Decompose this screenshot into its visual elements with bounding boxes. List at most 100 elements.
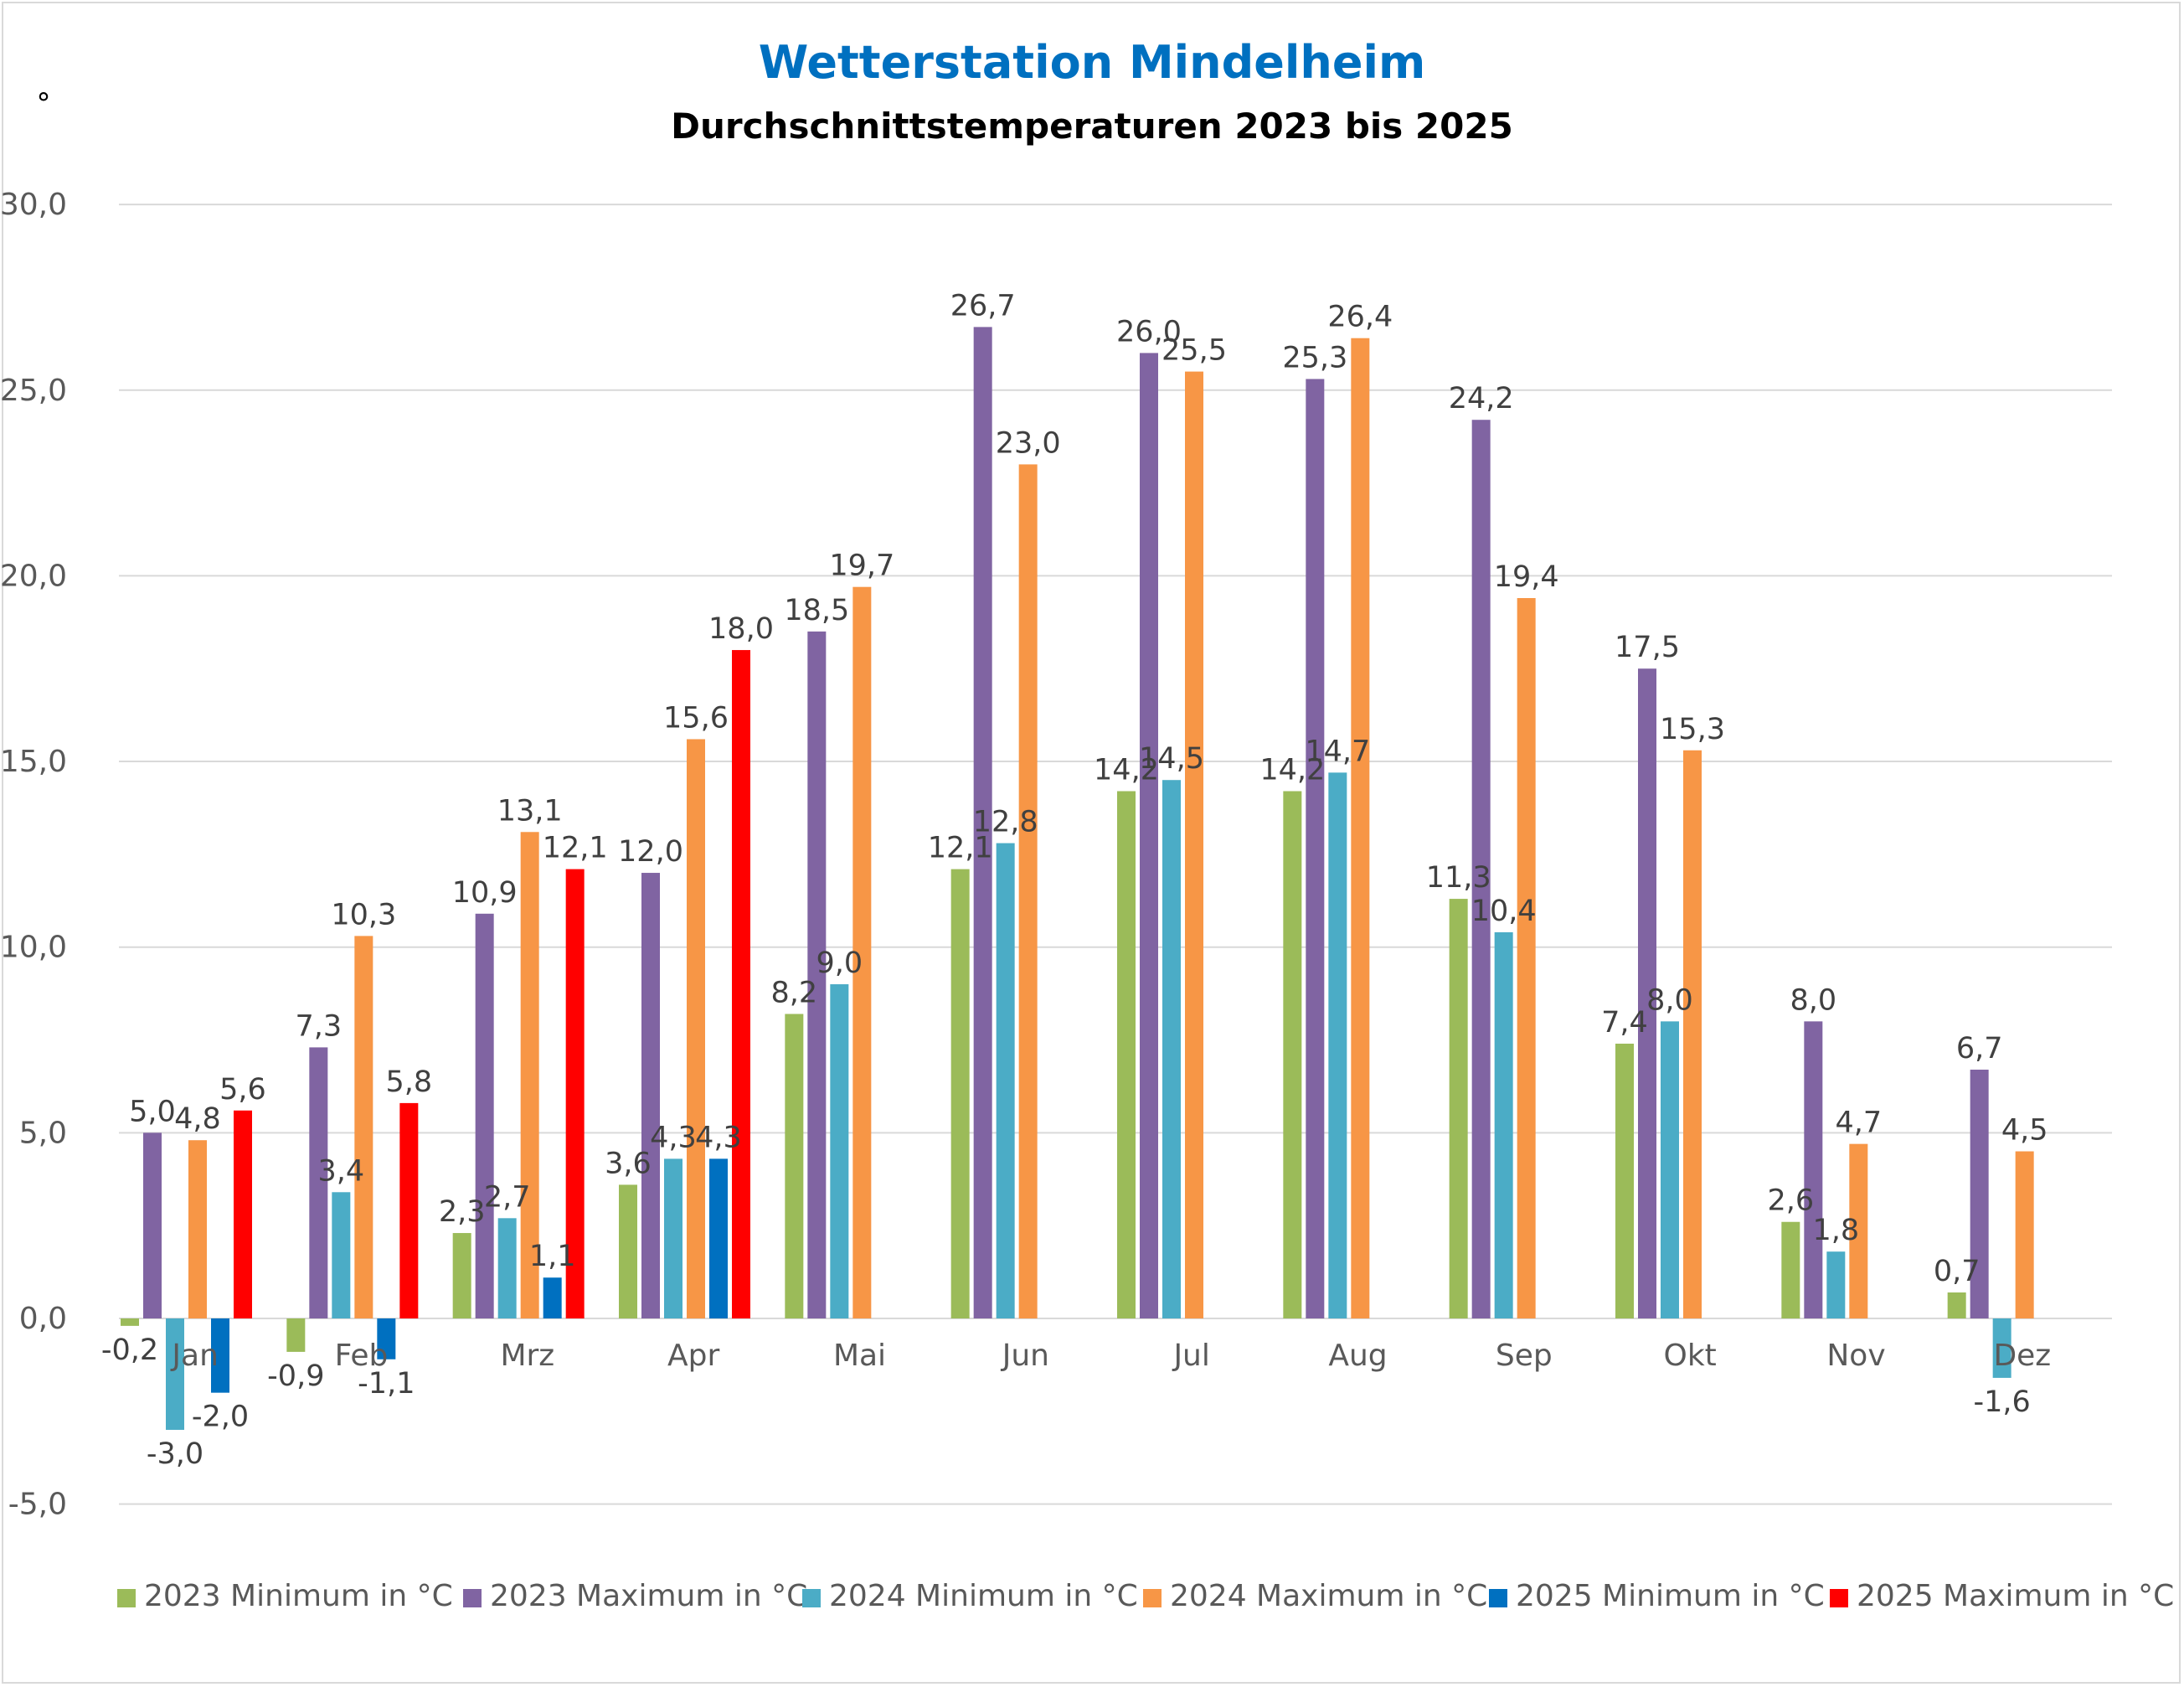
bar: [143, 1132, 162, 1318]
y-axis-ticks: -5,0 0,0 5,0 10,0 15,0 20,0 25,0 30,0: [0, 188, 67, 1522]
bar: [807, 631, 827, 1318]
corner-degree-mark: °: [37, 87, 51, 121]
data-label: 7,4: [1601, 1006, 1648, 1040]
data-label: 9,0: [816, 947, 863, 980]
data-label: 2,7: [484, 1180, 531, 1214]
data-label: -3,0: [147, 1437, 203, 1471]
x-category-label: Apr: [667, 1339, 719, 1373]
bar: [1615, 1043, 1634, 1318]
bar: [497, 1218, 517, 1318]
bar: [950, 869, 970, 1318]
bar: [1494, 931, 1513, 1318]
data-label: 19,4: [1494, 560, 1559, 594]
bar: [166, 1318, 184, 1430]
legend-entry: 2023 Minimum in °C: [144, 1579, 453, 1613]
data-label: 1,1: [529, 1240, 576, 1273]
y-tick-label: 25,0: [0, 374, 67, 408]
bar: [1683, 750, 1702, 1318]
data-label: 8,0: [1790, 983, 1836, 1017]
bar: [1517, 597, 1536, 1318]
bars: [121, 327, 2034, 1430]
bar: [785, 1014, 804, 1318]
data-label: 12,1: [928, 832, 993, 865]
data-label: -0,9: [267, 1359, 324, 1393]
bar: [2015, 1151, 2034, 1318]
y-tick-label: -5,0: [8, 1488, 67, 1522]
bar: [619, 1184, 637, 1318]
y-tick-label: 5,0: [19, 1116, 67, 1150]
data-label: 10,9: [452, 876, 518, 910]
data-label: 14,2: [1094, 754, 1159, 787]
data-label: 12,0: [618, 835, 683, 869]
bar: [973, 327, 992, 1318]
data-label: -1,1: [358, 1367, 415, 1401]
data-label: 5,6: [219, 1073, 266, 1107]
x-category-label: Dez: [1993, 1339, 2051, 1373]
bar: [641, 873, 660, 1318]
bar: [1185, 371, 1203, 1319]
legend-swatch: [802, 1589, 821, 1607]
bar: [309, 1047, 328, 1318]
bar: [1781, 1221, 1800, 1318]
bar: [1638, 668, 1656, 1318]
data-label: 24,2: [1449, 382, 1514, 415]
legend-entry: 2025 Minimum in °C: [1516, 1579, 1825, 1613]
bar: [1018, 464, 1038, 1318]
data-label: 7,3: [295, 1009, 342, 1043]
data-label: 5,8: [385, 1065, 432, 1099]
legend-swatch: [463, 1589, 482, 1607]
data-label: 26,0: [1116, 315, 1182, 348]
data-label: 25,3: [1282, 341, 1347, 374]
y-tick-label: 30,0: [0, 188, 67, 222]
chart-subtitle: Durchschnittstemperaturen 2023 bis 2025: [671, 106, 1513, 147]
bar: [188, 1140, 207, 1318]
bar: [354, 936, 373, 1318]
y-tick-label: 15,0: [0, 745, 67, 779]
bar: [234, 1110, 252, 1318]
bar: [452, 1233, 471, 1318]
bar: [1117, 791, 1136, 1318]
y-tick-label: 10,0: [0, 931, 67, 965]
bar: [332, 1192, 351, 1318]
data-label: -1,6: [1974, 1385, 2031, 1419]
x-category-label: Jun: [1001, 1339, 1049, 1373]
bar: [1140, 353, 1158, 1318]
y-tick-label: 0,0: [19, 1302, 67, 1336]
bar: [1306, 379, 1325, 1319]
bar: [565, 869, 585, 1318]
x-category-label: Nov: [1826, 1339, 1885, 1373]
data-label: 4,7: [1835, 1107, 1882, 1140]
data-label: 8,0: [1646, 983, 1693, 1017]
x-category-label: Jan: [170, 1339, 219, 1373]
data-label: 14,2: [1259, 754, 1325, 787]
legend: 2023 Minimum in °C 2023 Maximum in °C 2024…: [117, 1579, 2174, 1613]
y-tick-label: 20,0: [0, 559, 67, 593]
data-label: 13,1: [497, 794, 563, 828]
legend-swatch: [1489, 1589, 1507, 1607]
data-label: 12,8: [973, 806, 1038, 839]
bar: [996, 843, 1015, 1318]
bar: [543, 1277, 562, 1318]
bar: [1471, 420, 1491, 1318]
data-labels: -0,2 5,0 -3,0 4,8 -2,0 5,6 -0,9 7,3 3,4 10,3 -1,1 5…: [101, 289, 2048, 1471]
bar: [732, 650, 750, 1318]
bar: [664, 1158, 682, 1318]
bar: [286, 1318, 306, 1352]
legend-swatch: [1830, 1589, 1848, 1607]
x-category-label: Aug: [1328, 1339, 1387, 1373]
data-label: -0,2: [101, 1334, 158, 1367]
data-label: 17,5: [1615, 631, 1680, 664]
data-label: 4,8: [174, 1102, 221, 1136]
bar: [1826, 1251, 1846, 1318]
data-label: 2,6: [1767, 1184, 1814, 1218]
bar: [830, 984, 849, 1318]
x-category-label: Sep: [1496, 1339, 1553, 1373]
bar: [121, 1318, 139, 1326]
x-category-label: Mrz: [500, 1339, 554, 1373]
data-label: 15,3: [1660, 713, 1725, 746]
bar: [520, 832, 539, 1318]
gridlines: [119, 204, 2112, 1505]
data-label: 6,7: [1956, 1032, 2003, 1065]
